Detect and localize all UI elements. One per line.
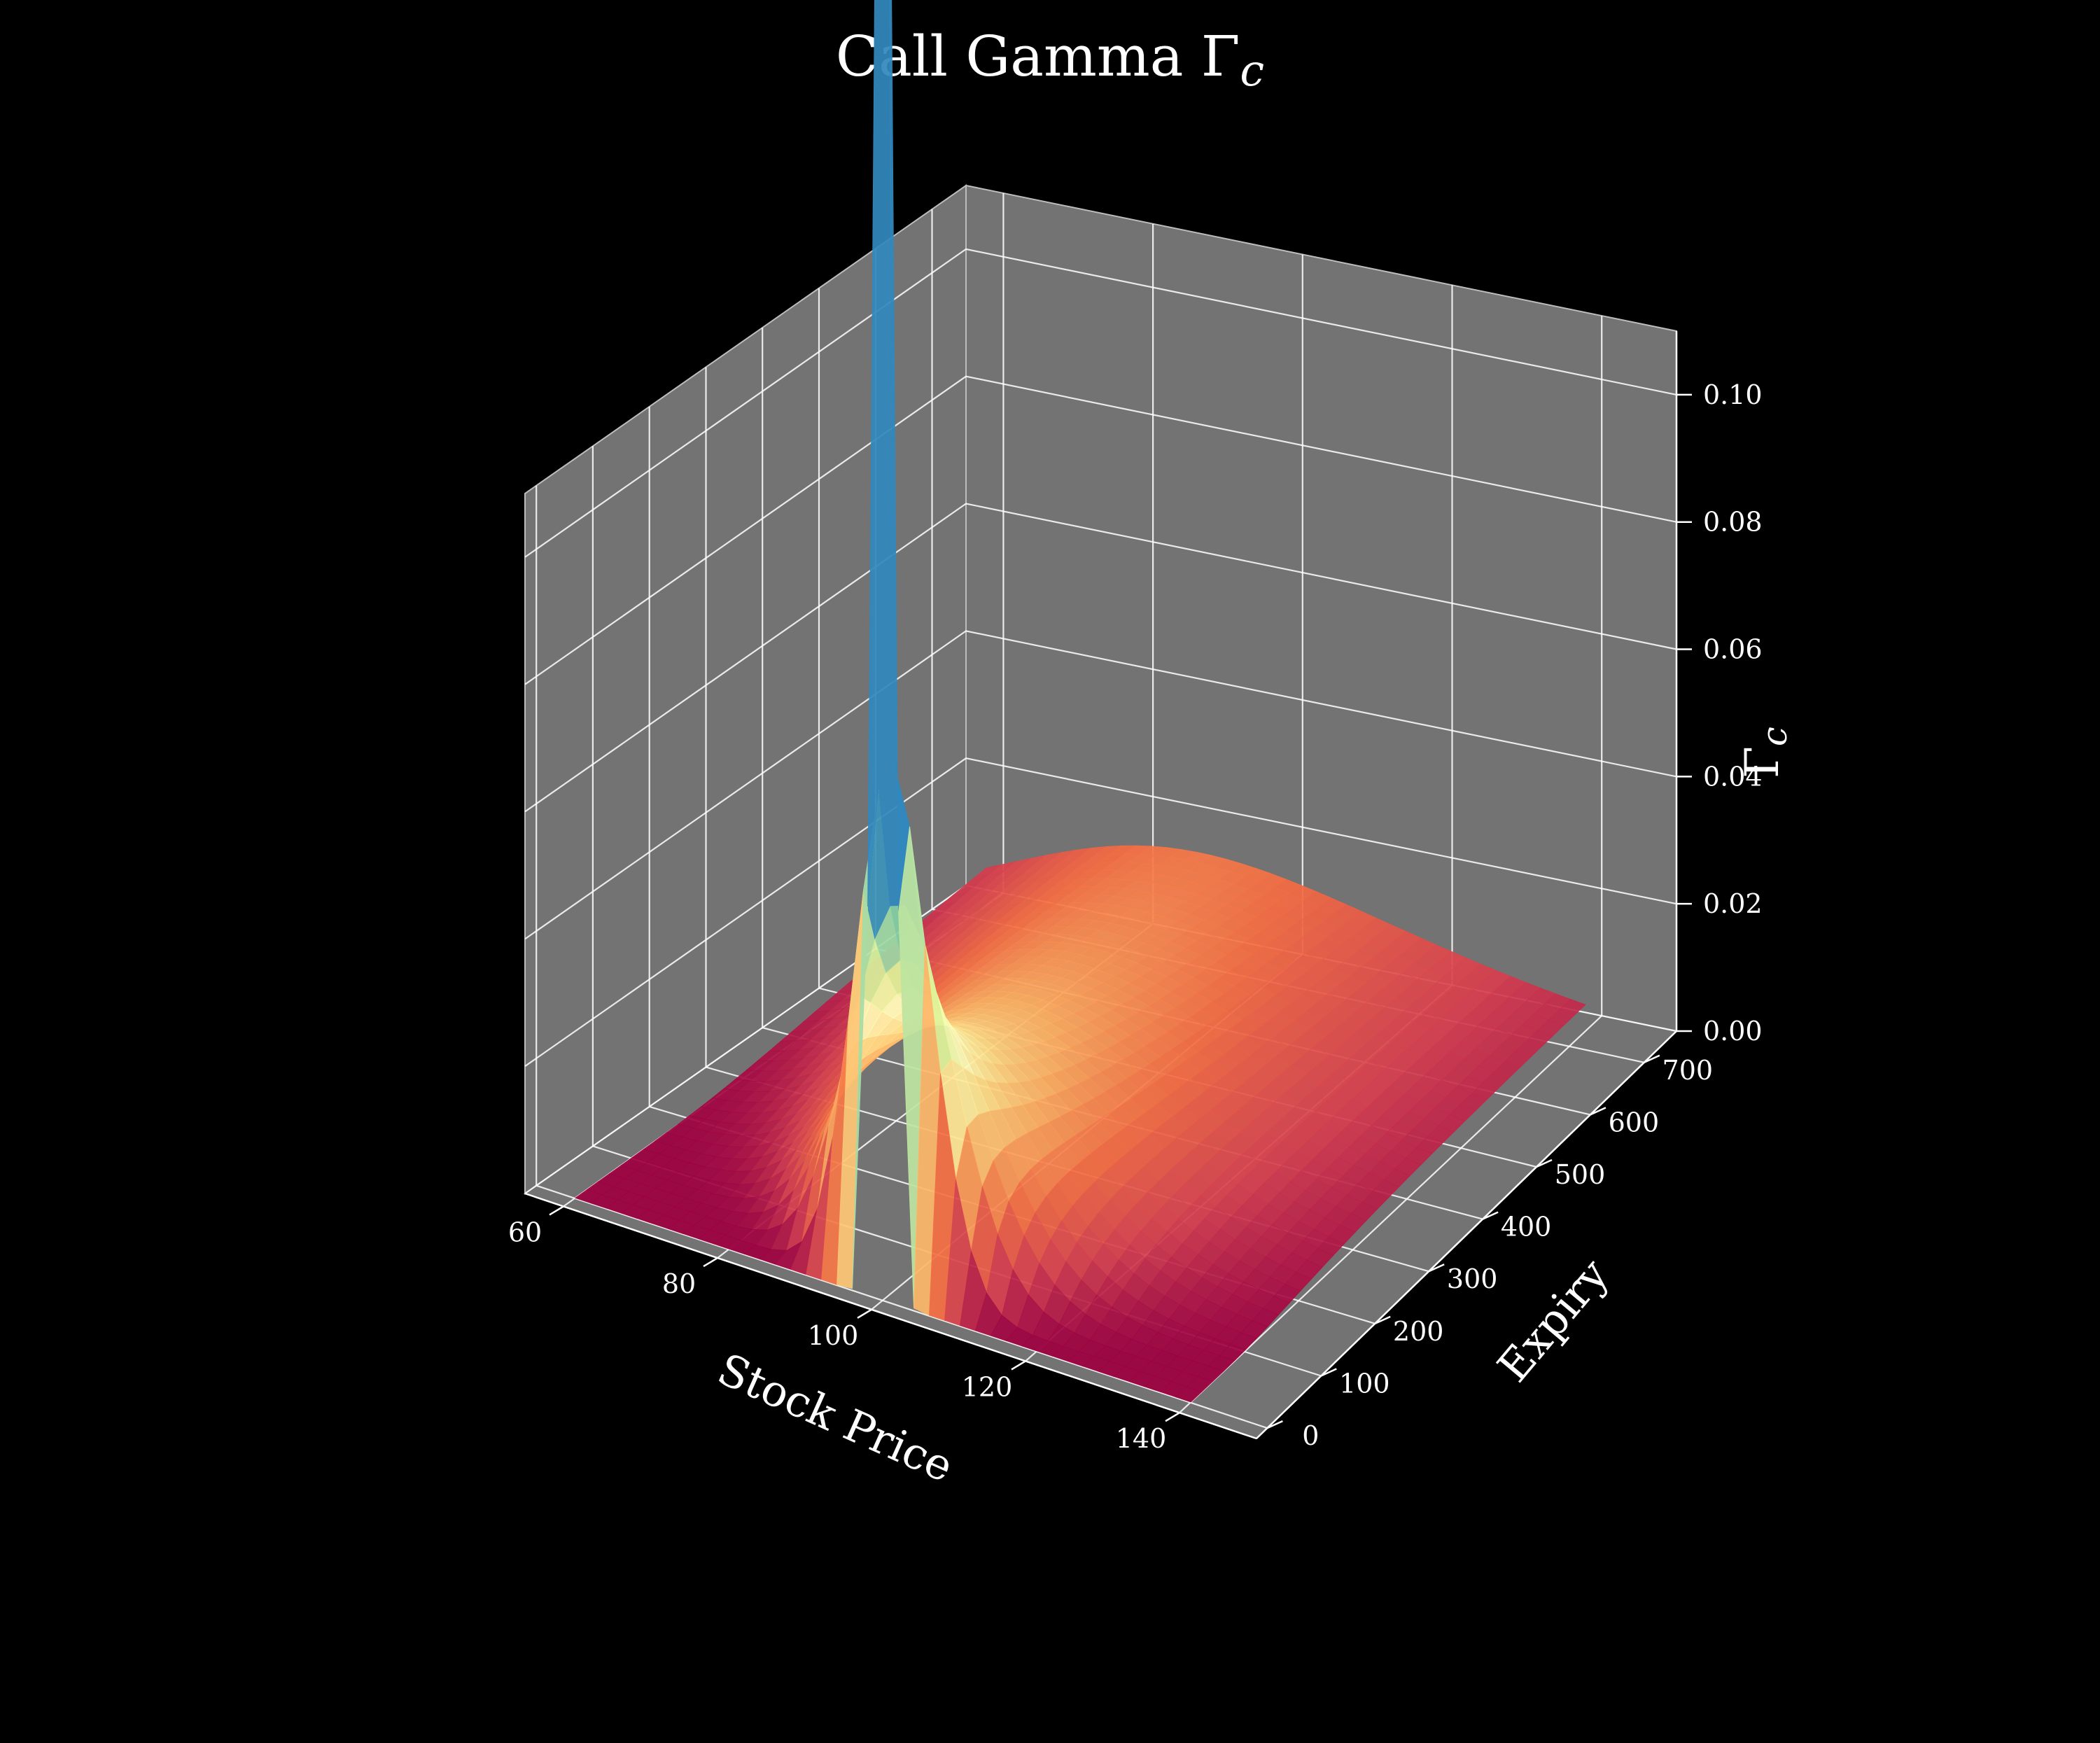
x-tick: [549, 1205, 564, 1216]
y-tick: [1536, 1158, 1553, 1168]
z-tick-label: 0.00: [1703, 1016, 1763, 1046]
z-axis-label-text: Γ: [1735, 746, 1789, 778]
grid-line-z: [524, 630, 1677, 940]
y-tick-label: 100: [1339, 1368, 1390, 1399]
z-tick-label: 0.08: [1703, 507, 1763, 538]
y-axis-line: [1256, 1030, 1677, 1439]
x-axis-label: Stock Price: [710, 1343, 961, 1492]
grid-line-z: [524, 248, 1677, 558]
chart-title-subscript: c: [1240, 45, 1264, 96]
chart-title-text: Call Gamma Γ: [836, 24, 1240, 89]
y-tick-label: 700: [1662, 1055, 1714, 1086]
y-tick: [1374, 1315, 1391, 1324]
chart-title: Call Gamma Γc: [836, 24, 1264, 96]
y-tick-label: 400: [1501, 1212, 1552, 1242]
y-tick-label: 0: [1302, 1420, 1319, 1451]
x-tick-label: 80: [662, 1268, 696, 1299]
z-tick-label: 0.06: [1703, 634, 1763, 665]
y-tick: [1644, 1054, 1660, 1063]
z-tick-label: 0.04: [1703, 761, 1763, 792]
y-tick-label: 300: [1447, 1264, 1498, 1294]
x-tick-label: 140: [1116, 1423, 1167, 1454]
surface-plot: [575, 0, 1586, 1403]
surface-facet: [1175, 1386, 1203, 1403]
z-axis-label-subscript: c: [1754, 727, 1795, 746]
x-tick: [857, 1308, 872, 1319]
x-tick: [703, 1257, 718, 1268]
y-tick: [1482, 1211, 1499, 1220]
z-tick-label: 0.02: [1703, 888, 1763, 919]
y-axis-label: Expiry: [1488, 1249, 1618, 1392]
y-tick: [1428, 1264, 1445, 1273]
y-tick: [1320, 1368, 1337, 1377]
x-tick: [1165, 1412, 1180, 1422]
x-tick-label: 100: [808, 1320, 859, 1351]
x-tick-label: 120: [962, 1372, 1013, 1403]
y-tick-label: 600: [1609, 1107, 1660, 1138]
z-axis-label: Γc: [1735, 727, 1795, 778]
grid-line-z: [524, 757, 1677, 1068]
x-tick-label: 60: [508, 1217, 542, 1247]
grid-line-z: [524, 503, 1677, 813]
y-tick-label: 200: [1393, 1316, 1444, 1347]
x-axis-line: [524, 1192, 1257, 1440]
y-tick: [1266, 1420, 1283, 1429]
grid-line-z: [524, 375, 1677, 685]
y-tick: [1590, 1107, 1606, 1116]
z-tick-label: 0.10: [1703, 379, 1763, 410]
x-tick: [1011, 1360, 1026, 1371]
y-tick-label: 500: [1555, 1159, 1606, 1190]
